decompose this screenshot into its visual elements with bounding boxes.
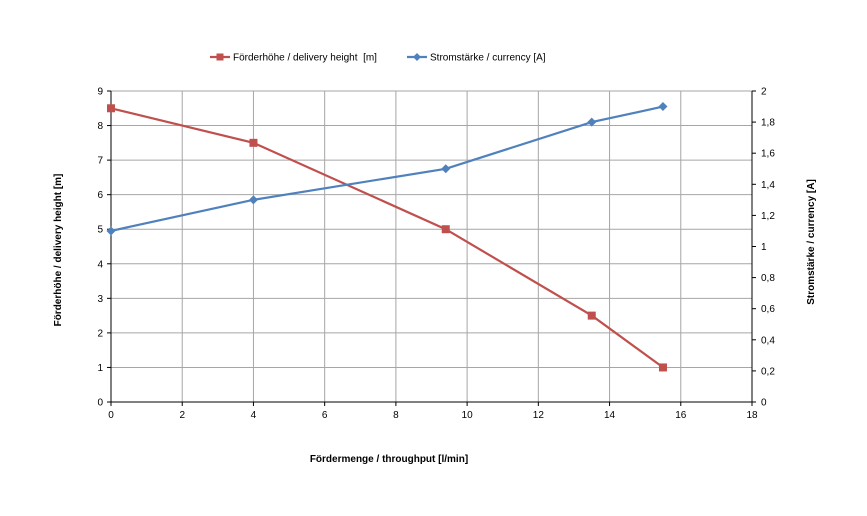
x-tick-label: 18: [746, 410, 758, 421]
x-tick-label: 14: [604, 410, 616, 421]
grid-lines: [107, 90, 756, 406]
data-point-currency: [587, 117, 597, 127]
left-y-tick-label: 3: [97, 294, 103, 305]
right-y-tick-label: 1: [761, 242, 767, 253]
legend-marker-currency: [413, 53, 421, 61]
x-tick-label: 16: [675, 410, 687, 421]
right-y-tick-label: 1,8: [761, 118, 775, 129]
x-tick-label: 12: [533, 410, 545, 421]
x-axis-title: Fördermenge / throughput [l/min]: [310, 454, 468, 465]
x-tick-label: 0: [108, 410, 114, 421]
data-point-delivery-height: [249, 138, 258, 147]
data-point-delivery-height: [658, 363, 667, 372]
legend-label-delivery-height: Förderhöhe / delivery height [m]: [233, 53, 377, 64]
right-y-tick-label: 1,4: [761, 180, 775, 191]
legend-label-currency: Stromstärke / currency [A]: [430, 53, 546, 64]
x-tick-label: 2: [179, 410, 185, 421]
legend-item-delivery-height: Förderhöhe / delivery height [m]: [210, 53, 377, 64]
left-y-tick-label: 2: [97, 328, 103, 339]
left-y-tick-label: 0: [97, 398, 103, 409]
data-point-currency: [441, 164, 451, 174]
right-y-tick-label: 0,8: [761, 273, 775, 284]
data-point-delivery-height: [587, 311, 596, 320]
right-y-axis-title: Stromstärke / currency [A]: [806, 179, 817, 305]
x-tick-label: 8: [393, 410, 399, 421]
right-y-tick-label: 0,6: [761, 304, 775, 315]
legend-marker-delivery-height: [216, 53, 224, 61]
legend-item-currency: Stromstärke / currency [A]: [407, 53, 546, 64]
data-point-currency: [106, 226, 116, 236]
x-tick-label: 6: [322, 410, 328, 421]
left-y-tick-label: 4: [97, 259, 103, 270]
legend: Förderhöhe / delivery height [m] Stromst…: [210, 53, 546, 64]
tick-labels: 0 2 4 6 8 10 12 14 16 18012345678900,20,40,60,811…: [97, 87, 775, 422]
data-point-delivery-height: [441, 225, 450, 234]
data-point-currency: [248, 195, 258, 205]
data-point-delivery-height: [107, 104, 115, 113]
right-y-tick-label: 0: [761, 398, 767, 409]
right-y-tick-label: 1,2: [761, 211, 775, 222]
left-y-tick-label: 1: [97, 363, 103, 374]
right-y-tick-label: 0,2: [761, 366, 775, 377]
axes: [110, 91, 753, 403]
left-y-tick-label: 7: [97, 156, 103, 167]
right-y-tick-label: 0,4: [761, 335, 775, 346]
series: [106, 102, 668, 372]
left-y-tick-label: 6: [97, 190, 103, 201]
data-point-currency: [658, 102, 668, 112]
series-line-delivery-height: [110, 107, 664, 369]
left-y-axis-title: Förderhöhe / delivery height [m]: [53, 174, 64, 327]
left-y-tick-label: 9: [97, 87, 103, 98]
x-tick-label: 4: [251, 410, 257, 421]
right-y-tick-label: 1,6: [761, 149, 775, 160]
right-y-tick-label: 2: [761, 87, 767, 98]
left-y-tick-label: 5: [97, 225, 103, 236]
left-y-tick-label: 8: [97, 121, 103, 132]
x-tick-label: 10: [462, 410, 474, 421]
